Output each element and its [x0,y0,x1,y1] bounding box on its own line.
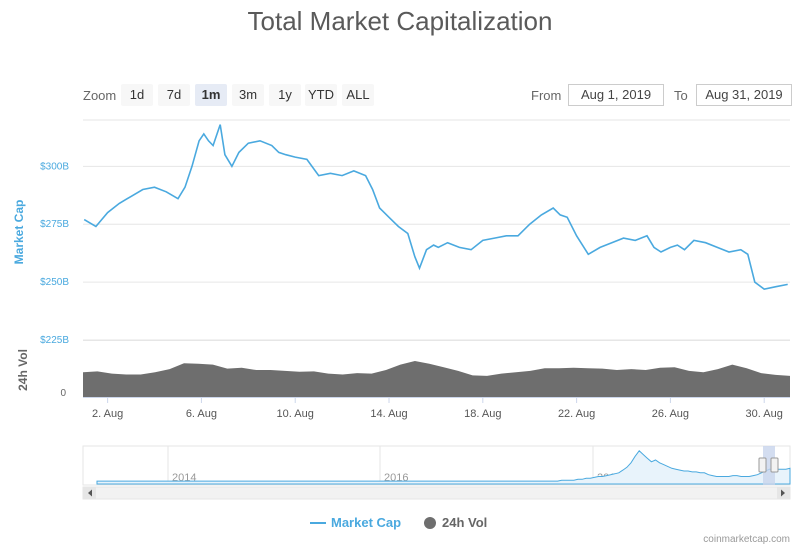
navigator-series-area [96,450,791,485]
to-date-input[interactable]: Aug 31, 2019 [696,84,792,106]
legend-label-volume: 24h Vol [442,515,487,530]
navigator-right-handle[interactable] [770,457,779,473]
x-tick-label: 18. Aug [464,408,501,420]
scroll-right-arrow-icon [781,489,785,497]
volume-panel-top-border [83,340,790,341]
x-tick-label: 6. Aug [186,408,217,420]
scroll-left-arrow-icon [88,489,92,497]
y-axis-title: Market Cap [12,200,26,265]
legend-dot-icon [424,517,436,529]
credit-link[interactable]: coinmarketcap.com [703,534,790,545]
x-tick-label: 2. Aug [92,408,123,420]
navigator-left-handle[interactable] [758,457,767,473]
x-axis-ticks: 2. Aug 6. Aug 10. Aug 14. Aug 18. Aug 22. Aug… [92,398,783,420]
zoom-1m-button[interactable]: 1m [195,84,227,106]
volume-axis-title: 24h Vol [16,349,30,391]
from-date-input[interactable]: Aug 1, 2019 [568,84,664,106]
y-tick-label: $225B [40,335,69,346]
x-tick-label: 14. Aug [370,408,407,420]
legend-label-market-cap: Market Cap [331,515,401,530]
y-tick-label: $275B [40,219,69,230]
y-tick-label: $300B [40,161,69,172]
x-axis-line [83,397,790,398]
x-tick-label: 22. Aug [558,408,595,420]
y-tick-label: $250B [40,277,69,288]
legend-item-market-cap[interactable]: Market Cap [310,515,401,530]
market-cap-series-line [83,124,788,290]
y-axis-ticks: $225B $250B $275B $300B [40,161,69,346]
to-label: To [674,88,688,103]
chart-title: Total Market Capitalization [247,6,553,36]
x-tick-label: 26. Aug [652,408,689,420]
grid-lines [83,119,790,341]
legend-item-volume[interactable]: 24h Vol [424,515,487,530]
zoom-label: Zoom [83,88,117,103]
x-tick-label: 10. Aug [277,408,314,420]
volume-axis-tick: 0 [60,388,66,399]
from-label: From [531,88,562,103]
x-tick-label: 30. Aug [746,408,783,420]
zoom-3m-button[interactable]: 3m [232,84,264,106]
zoom-1y-button[interactable]: 1y [269,84,301,106]
zoom-ytd-button[interactable]: YTD [305,84,337,106]
navigator-selection[interactable] [763,446,775,485]
zoom-7d-button[interactable]: 7d [158,84,190,106]
navigator-scrollbar[interactable] [82,486,791,500]
volume-series-area [83,361,790,397]
zoom-1d-button[interactable]: 1d [121,84,153,106]
zoom-all-button[interactable]: ALL [342,84,374,106]
